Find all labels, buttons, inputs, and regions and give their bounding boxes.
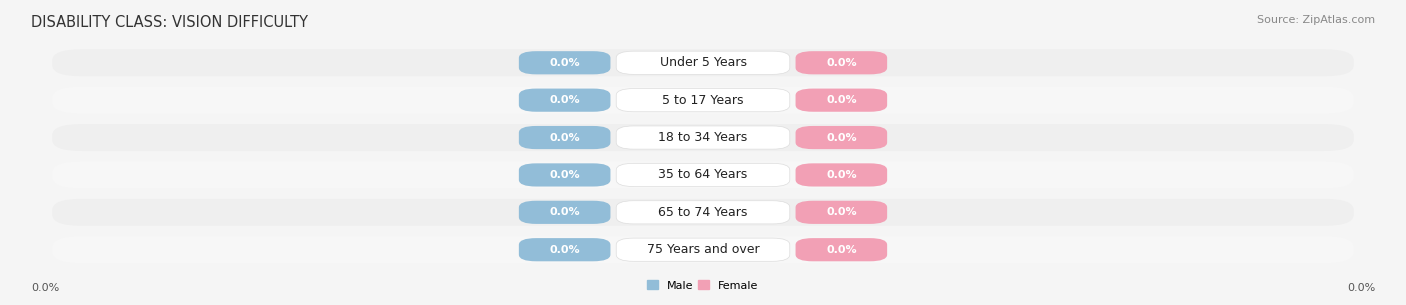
FancyBboxPatch shape [616,51,790,74]
FancyBboxPatch shape [796,51,887,74]
Text: 0.0%: 0.0% [550,95,579,105]
Text: Under 5 Years: Under 5 Years [659,56,747,69]
Text: 0.0%: 0.0% [550,133,579,142]
Text: 0.0%: 0.0% [827,95,856,105]
Text: 0.0%: 0.0% [827,133,856,142]
Text: 0.0%: 0.0% [31,283,59,293]
Text: 0.0%: 0.0% [550,207,579,217]
Text: 5 to 17 Years: 5 to 17 Years [662,94,744,107]
FancyBboxPatch shape [519,126,610,149]
Text: DISABILITY CLASS: VISION DIFFICULTY: DISABILITY CLASS: VISION DIFFICULTY [31,15,308,30]
FancyBboxPatch shape [616,126,790,149]
FancyBboxPatch shape [796,238,887,261]
FancyBboxPatch shape [52,124,1354,151]
FancyBboxPatch shape [519,163,610,187]
FancyBboxPatch shape [52,87,1354,114]
FancyBboxPatch shape [519,238,610,261]
Text: 0.0%: 0.0% [1347,283,1375,293]
Text: 0.0%: 0.0% [550,58,579,68]
Text: Source: ZipAtlas.com: Source: ZipAtlas.com [1257,15,1375,25]
Text: 0.0%: 0.0% [550,245,579,255]
Text: 18 to 34 Years: 18 to 34 Years [658,131,748,144]
FancyBboxPatch shape [616,201,790,224]
FancyBboxPatch shape [796,201,887,224]
FancyBboxPatch shape [796,163,887,187]
FancyBboxPatch shape [796,88,887,112]
Text: 75 Years and over: 75 Years and over [647,243,759,256]
FancyBboxPatch shape [519,51,610,74]
Text: 0.0%: 0.0% [827,207,856,217]
Text: 65 to 74 Years: 65 to 74 Years [658,206,748,219]
FancyBboxPatch shape [796,126,887,149]
Text: 35 to 64 Years: 35 to 64 Years [658,168,748,181]
Text: 0.0%: 0.0% [827,58,856,68]
FancyBboxPatch shape [52,199,1354,226]
FancyBboxPatch shape [52,49,1354,76]
Legend: Male, Female: Male, Female [647,280,759,291]
FancyBboxPatch shape [616,163,790,187]
FancyBboxPatch shape [519,201,610,224]
Text: 0.0%: 0.0% [550,170,579,180]
FancyBboxPatch shape [52,161,1354,188]
FancyBboxPatch shape [519,88,610,112]
Text: 0.0%: 0.0% [827,245,856,255]
FancyBboxPatch shape [616,88,790,112]
FancyBboxPatch shape [616,238,790,261]
FancyBboxPatch shape [52,236,1354,263]
Text: 0.0%: 0.0% [827,170,856,180]
